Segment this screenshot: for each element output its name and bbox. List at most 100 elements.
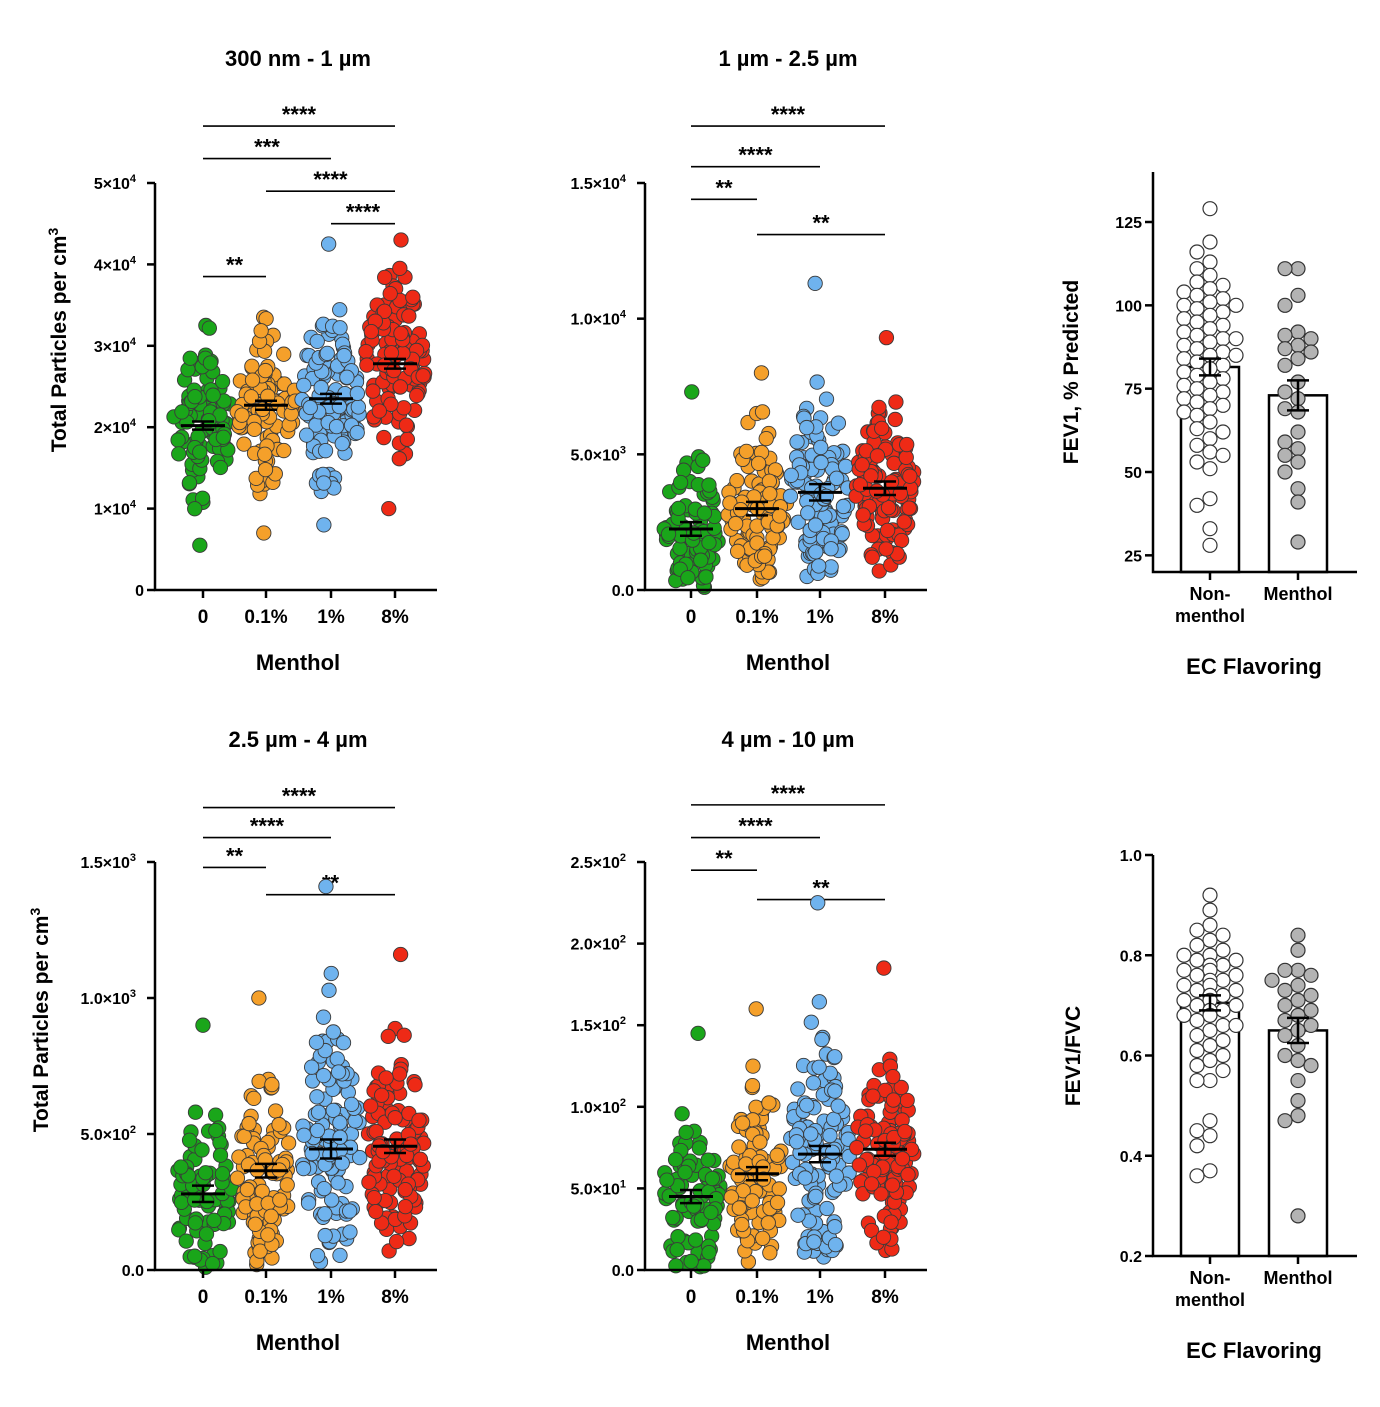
data-point — [1202, 387, 1218, 403]
data-point — [818, 391, 835, 407]
y-axis-label: Total Particles per cm3 — [27, 908, 53, 1133]
data-point — [748, 1099, 764, 1115]
data-point — [330, 1064, 347, 1080]
data-point — [901, 500, 917, 516]
x-category-line: 0 — [198, 1287, 209, 1308]
data-point — [212, 1243, 228, 1260]
y-tick-label: 0.6 — [1120, 1049, 1142, 1066]
y-tick-mantissa: 1.0 — [1120, 848, 1142, 865]
data-point — [1277, 297, 1293, 313]
data-point — [396, 1027, 412, 1043]
data-point — [1202, 374, 1218, 390]
y-tick-label: 5.0×103 — [570, 444, 626, 464]
x-ticks: Non-menthol Menthol — [1175, 1256, 1333, 1310]
significance-label: ** — [812, 211, 830, 236]
x-category-label: 8% — [381, 1287, 409, 1308]
data-point — [377, 269, 393, 286]
data-point — [762, 1245, 778, 1261]
data-point — [731, 1139, 747, 1155]
significance-label: **** — [250, 814, 285, 839]
y-tick-label: 50 — [1124, 465, 1142, 482]
data-point — [789, 1134, 805, 1150]
data-point — [295, 1160, 312, 1177]
data-point — [1215, 424, 1231, 440]
data-point — [899, 436, 915, 453]
data-point — [1303, 344, 1319, 360]
panel-pm1um-2-5um: 1 µm - 2.5 µm ************ 0.05.0×1031.0… — [570, 46, 927, 675]
data-point — [769, 1147, 785, 1163]
y-tick-mantissa: 0.0 — [122, 1263, 144, 1280]
x-category-label: 8% — [871, 607, 899, 628]
data-point — [1290, 337, 1306, 353]
data-point — [401, 308, 417, 324]
data-points-layer — [657, 895, 922, 1275]
data-point — [1189, 244, 1205, 260]
data-point — [1290, 351, 1306, 367]
data-point — [854, 457, 870, 473]
data-point — [411, 1112, 427, 1128]
data-point — [753, 365, 770, 381]
data-point — [212, 1147, 229, 1163]
data-point — [806, 1234, 822, 1250]
x-category-line: 8% — [381, 607, 409, 628]
data-point — [875, 1229, 892, 1245]
data-point — [1277, 997, 1293, 1013]
x-category-line: 0.1% — [735, 607, 778, 628]
y-tick-mantissa: 5.0×10 — [80, 1127, 129, 1144]
data-point — [1215, 357, 1231, 373]
data-point — [771, 1181, 787, 1197]
y-tick-exponent: 4 — [620, 173, 627, 185]
data-point — [251, 990, 267, 1006]
data-point — [187, 1104, 204, 1120]
data-point — [1215, 1047, 1231, 1064]
data-point — [799, 419, 815, 436]
data-point — [1189, 1123, 1205, 1139]
chart-title: 4 µm - 10 µm — [722, 727, 855, 752]
data-point — [214, 1166, 231, 1182]
data-point — [1215, 1017, 1231, 1034]
data-point — [246, 421, 263, 438]
y-axis-label: FEV1, % Predicted — [1060, 280, 1083, 464]
data-point — [391, 451, 407, 467]
y-tick-mantissa: 125 — [1115, 215, 1142, 232]
data-point — [1202, 307, 1218, 323]
y-tick-mantissa: 1.0×10 — [80, 991, 129, 1008]
data-point — [325, 1102, 341, 1119]
y-tick-label: 1.5×104 — [570, 173, 626, 193]
data-point — [1202, 1052, 1218, 1069]
data-point — [401, 1230, 417, 1247]
x-category-line: 8% — [871, 1287, 899, 1308]
data-point — [1290, 454, 1306, 470]
data-point — [198, 1226, 215, 1242]
data-point — [244, 372, 261, 388]
data-point — [1189, 341, 1205, 357]
y-ticks: 25 50 75 100 125 — [1115, 215, 1153, 565]
data-point — [214, 373, 231, 390]
y-tick-mantissa: 0 — [135, 583, 144, 600]
data-point — [1202, 1113, 1218, 1129]
data-point — [1202, 321, 1218, 337]
data-point — [412, 1151, 429, 1167]
data-point — [1215, 942, 1231, 958]
significance-label: **** — [282, 102, 317, 127]
y-tick-mantissa: 3×10 — [94, 339, 130, 356]
data-point — [260, 1227, 276, 1243]
y-tick-exponent: 4 — [130, 417, 137, 429]
chart-title: 300 nm - 1 µm — [225, 46, 371, 71]
x-ticks: 0 0.1% 1% 8% — [198, 1270, 409, 1308]
data-point — [252, 1243, 268, 1259]
data-point — [415, 368, 431, 384]
data-point — [1189, 1012, 1205, 1029]
y-tick-exponent: 3 — [130, 988, 136, 1000]
data-point — [672, 474, 689, 491]
data-point — [1202, 887, 1218, 903]
x-category-label: Menthol — [1264, 1268, 1333, 1288]
x-category-label: 1% — [317, 607, 345, 628]
data-point — [371, 403, 387, 419]
x-category-line: Non- — [1190, 1268, 1231, 1288]
data-point — [1189, 1027, 1205, 1044]
data-point — [730, 543, 746, 559]
data-point — [810, 895, 826, 911]
data-point — [332, 302, 348, 318]
x-ticks: 0 0.1% 1% 8% — [198, 590, 409, 628]
